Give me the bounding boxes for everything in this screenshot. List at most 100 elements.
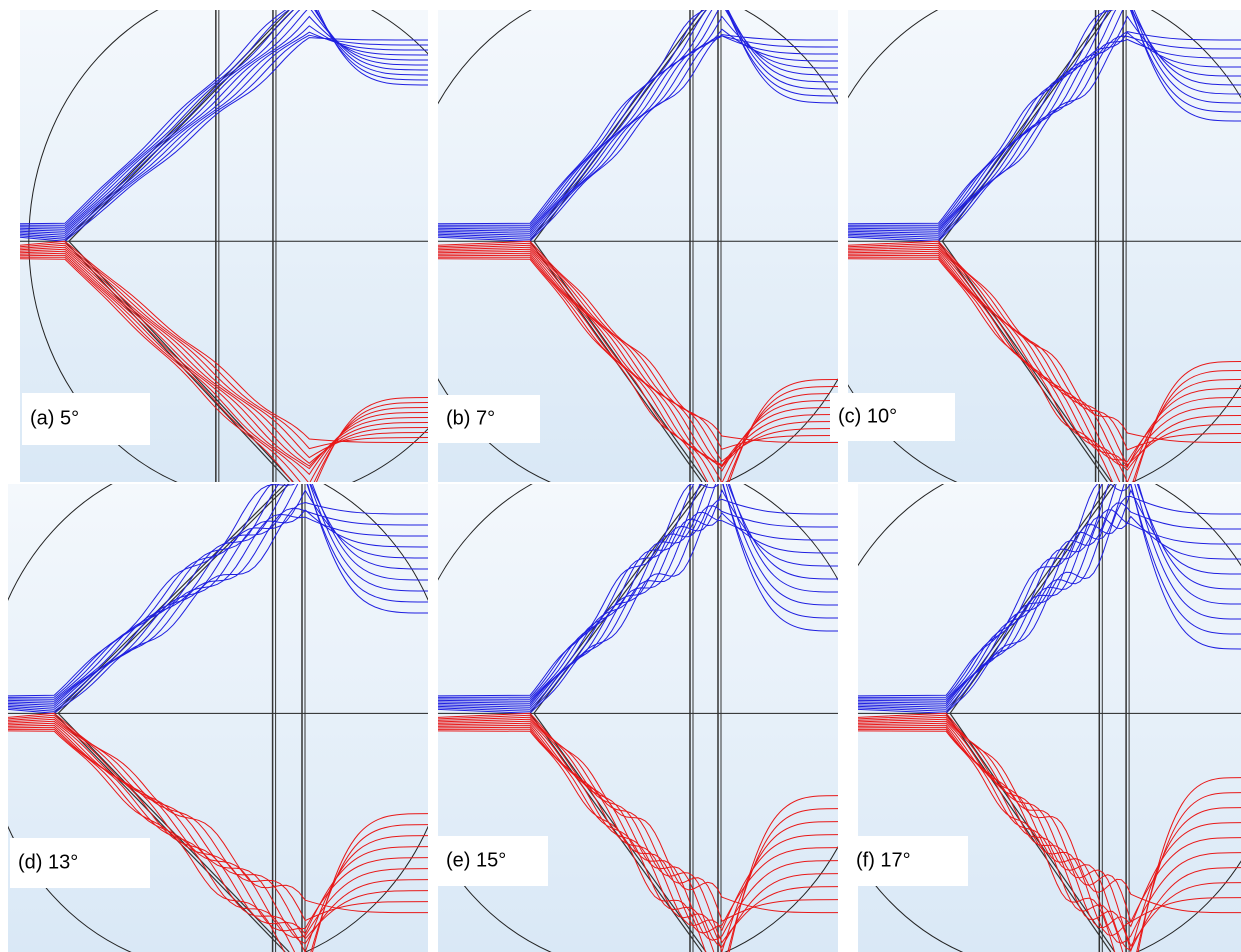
streamline (438, 484, 838, 697)
label-box (438, 836, 548, 886)
panel-label: (e) 15° (446, 849, 506, 871)
streamline (438, 15, 838, 234)
streamline (438, 10, 838, 226)
streamline (848, 242, 1241, 451)
streamline (8, 720, 428, 939)
streamline (858, 484, 1241, 698)
streamline (8, 718, 428, 945)
streamline (858, 720, 1241, 944)
wedge (949, 484, 1116, 952)
label-box (22, 393, 150, 445)
streamline (438, 726, 838, 952)
streamline (20, 252, 428, 476)
panel (438, 10, 838, 482)
streamline (20, 258, 428, 482)
panel (858, 484, 1241, 952)
streamline (8, 509, 428, 708)
streamline (848, 240, 1241, 444)
streamline (8, 484, 428, 704)
streamline (858, 484, 1241, 697)
streamline (858, 716, 1241, 948)
streamline (438, 10, 838, 228)
streamline (438, 716, 838, 944)
streamline (8, 712, 428, 914)
streamline (848, 15, 1241, 234)
streamline (848, 10, 1241, 225)
label-box (830, 393, 955, 441)
streamline (858, 484, 1241, 702)
streamline (848, 35, 1241, 240)
streamline (20, 31, 428, 238)
streamline (438, 484, 838, 704)
streamline (858, 509, 1241, 710)
panel-label: (a) 5° (30, 407, 79, 429)
streamline (438, 28, 838, 236)
wedge (68, 10, 294, 482)
streamline (438, 250, 838, 466)
label-box (848, 836, 968, 886)
panel-label: (d) 13° (18, 851, 78, 873)
streamline (438, 258, 838, 482)
streamline (8, 726, 428, 952)
streamline (438, 240, 838, 444)
streamline (8, 484, 428, 700)
streamline (438, 10, 838, 225)
streamline (20, 37, 428, 242)
streamline (438, 254, 838, 482)
streamline (20, 254, 428, 482)
streamline (438, 722, 838, 934)
streamline (8, 728, 428, 952)
panel-label: (f) 17° (856, 849, 911, 871)
streamline (858, 718, 1241, 951)
streamline (848, 246, 1241, 471)
streamline (858, 502, 1241, 712)
streamline (858, 484, 1241, 704)
wedge (941, 10, 1112, 482)
streamline (438, 730, 838, 952)
panel-label: (b) 7° (446, 407, 495, 429)
streamline (848, 31, 1241, 236)
streamline (20, 256, 428, 482)
streamline (20, 244, 428, 459)
streamline (438, 242, 838, 450)
label-box (10, 838, 150, 888)
streamline (438, 484, 838, 698)
streamline (438, 248, 838, 467)
streamline (848, 254, 1241, 482)
streamline (438, 718, 838, 948)
streamline (20, 250, 428, 470)
streamline (20, 34, 428, 240)
streamline (858, 488, 1241, 706)
streamline (8, 714, 428, 922)
streamline (858, 722, 1241, 937)
streamline (438, 256, 838, 482)
streamline (438, 714, 838, 922)
streamline (848, 10, 1241, 230)
streamline (858, 726, 1241, 952)
streamline (848, 10, 1241, 228)
streamline (438, 252, 838, 472)
streamline (20, 10, 428, 228)
streamline (8, 489, 428, 706)
streamline (8, 484, 428, 697)
streamline (858, 495, 1241, 714)
streamline (20, 246, 428, 464)
streamline (438, 244, 838, 463)
label-box (438, 395, 540, 443)
streamline (8, 507, 428, 712)
streamline (438, 10, 838, 232)
streamline (848, 252, 1241, 469)
streamline (438, 511, 838, 710)
streamline (848, 10, 1241, 232)
streamline (8, 484, 428, 702)
streamline (20, 10, 428, 226)
streamline (858, 730, 1241, 952)
panel-label: (c) 10° (838, 405, 897, 427)
streamline (438, 498, 838, 714)
streamline (438, 484, 838, 702)
streamline (20, 248, 428, 467)
wedge (533, 484, 707, 952)
streamline (858, 728, 1241, 952)
